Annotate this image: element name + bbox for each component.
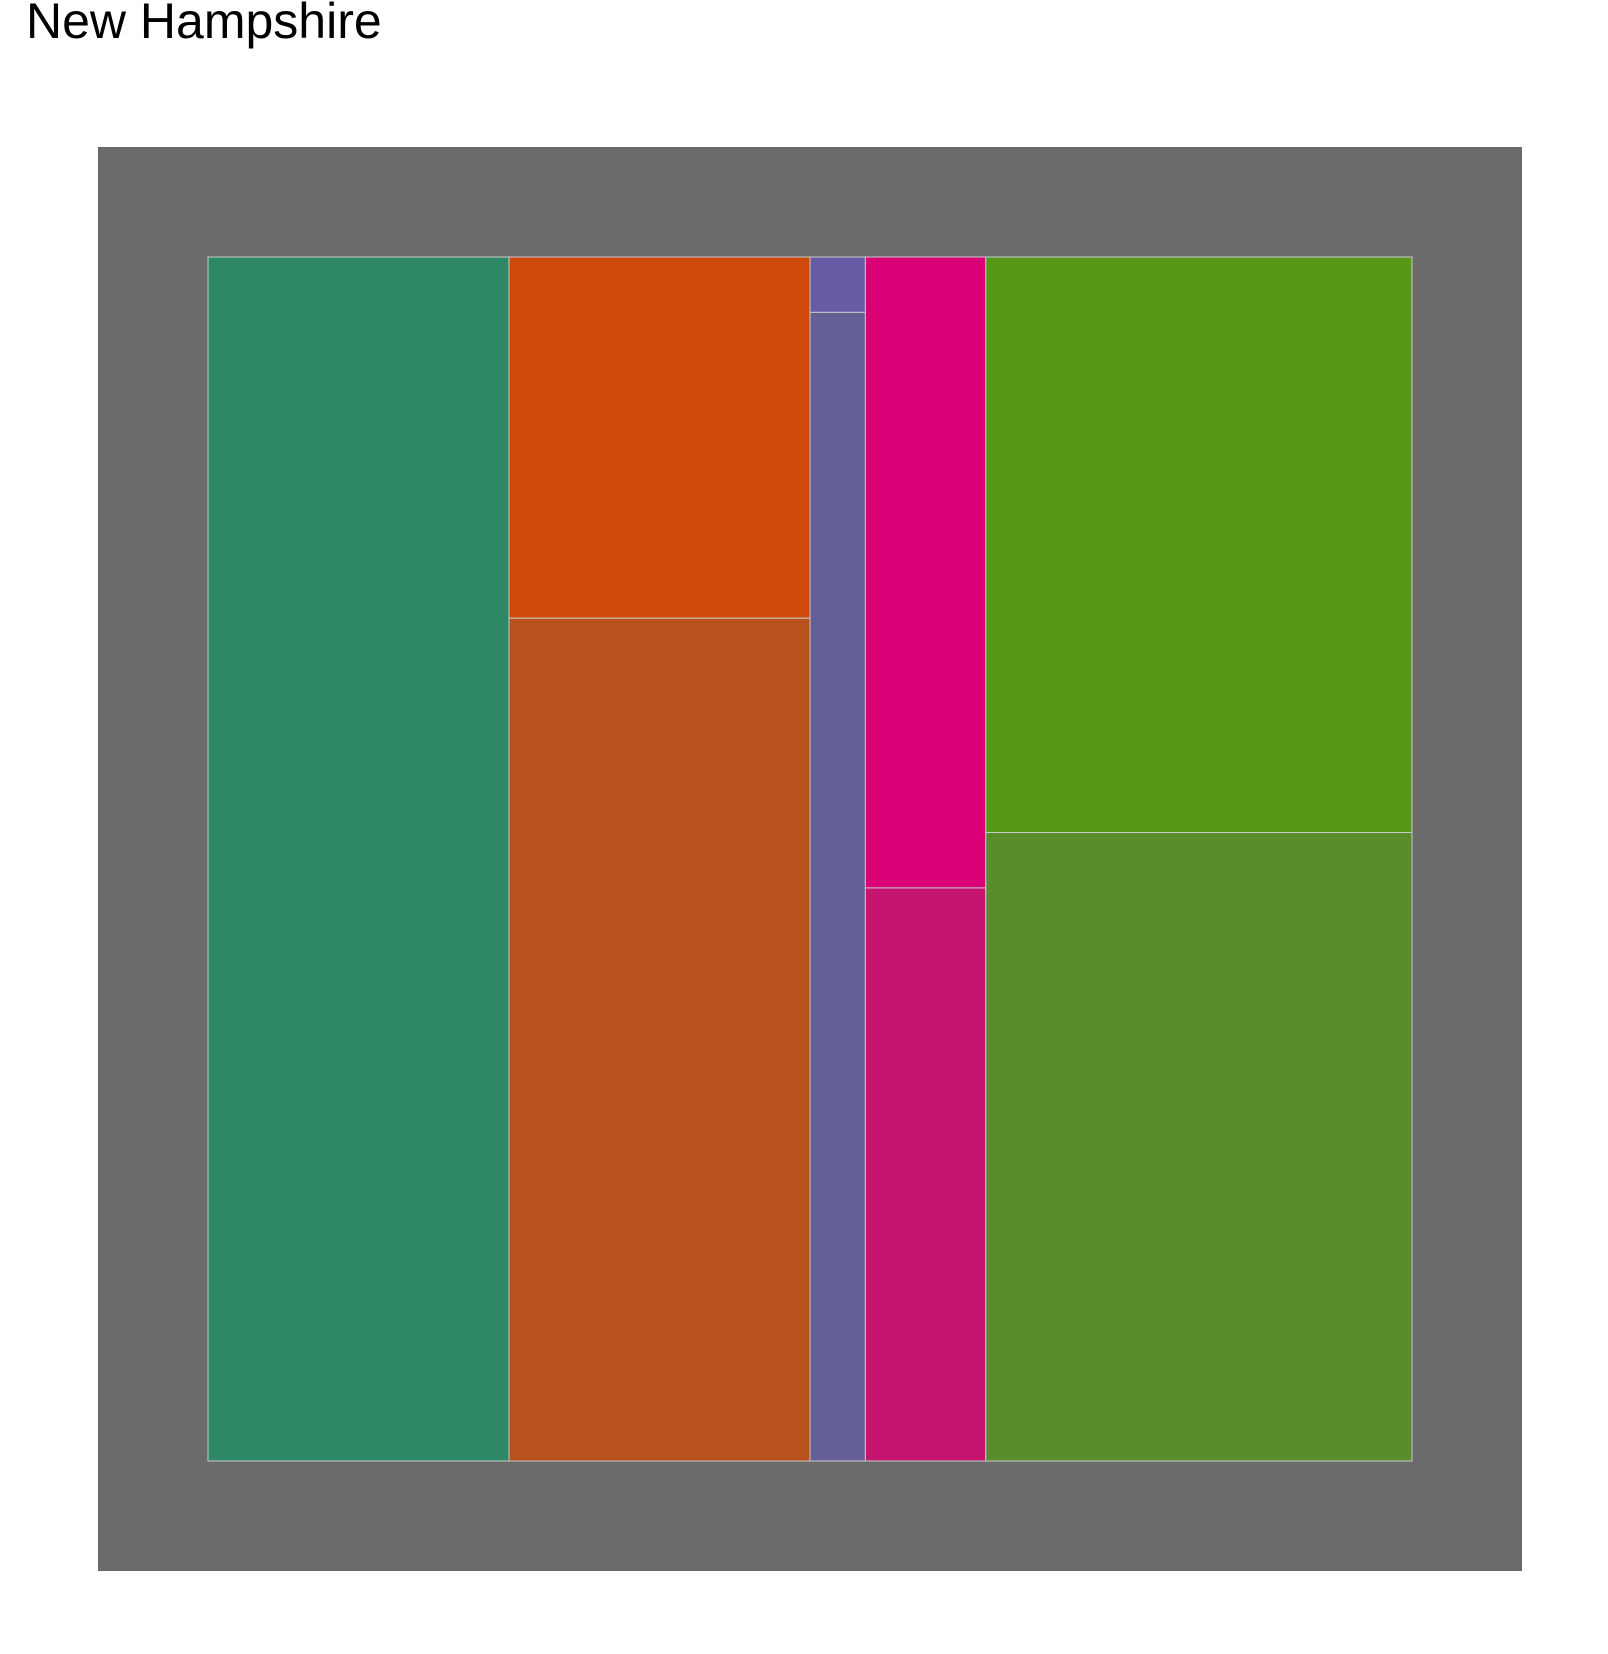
chart-title: New Hampshire bbox=[26, 0, 382, 49]
mosaic-chart bbox=[98, 147, 1522, 1571]
mosaic-tile-4-1 bbox=[864, 256, 987, 889]
mosaic-tile-4-2 bbox=[864, 887, 987, 1462]
mosaic-tile-1-1 bbox=[207, 256, 510, 1462]
mosaic-tile-5-2 bbox=[985, 832, 1413, 1462]
plot-area bbox=[98, 147, 1522, 1571]
mosaic-tile-3-2 bbox=[809, 311, 866, 1462]
mosaic-tile-2-2 bbox=[508, 617, 811, 1462]
mosaic-tile-5-1 bbox=[985, 256, 1413, 834]
tiles-layer bbox=[207, 256, 1413, 1462]
mosaic-tile-2-1 bbox=[508, 256, 811, 619]
mosaic-tile-3-1 bbox=[809, 256, 866, 313]
